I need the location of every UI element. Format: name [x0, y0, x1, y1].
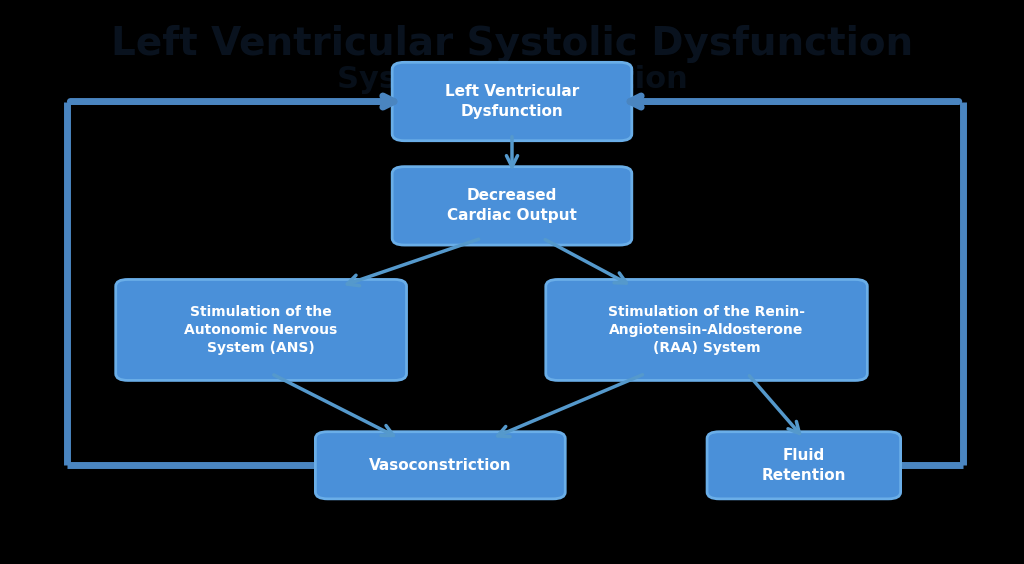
Text: Fluid
Retention: Fluid Retention [762, 448, 846, 483]
Text: Left Ventricular Systolic Dysfunction: Left Ventricular Systolic Dysfunction [111, 25, 913, 63]
Text: Vasoconstriction: Vasoconstriction [369, 458, 512, 473]
FancyBboxPatch shape [392, 63, 632, 141]
FancyBboxPatch shape [116, 280, 407, 381]
FancyBboxPatch shape [707, 432, 901, 499]
FancyBboxPatch shape [546, 280, 867, 381]
FancyBboxPatch shape [315, 432, 565, 499]
Text: Left Ventricular
Dysfunction: Left Ventricular Dysfunction [444, 84, 580, 119]
FancyBboxPatch shape [392, 167, 632, 245]
Text: Stimulation of the Renin-
Angiotensin-Aldosterone
(RAA) System: Stimulation of the Renin- Angiotensin-Al… [608, 305, 805, 355]
Text: Systolic Dysfunction: Systolic Dysfunction [337, 65, 687, 94]
Text: Stimulation of the
Autonomic Nervous
System (ANS): Stimulation of the Autonomic Nervous Sys… [184, 305, 338, 355]
Text: Decreased
Cardiac Output: Decreased Cardiac Output [447, 188, 577, 223]
